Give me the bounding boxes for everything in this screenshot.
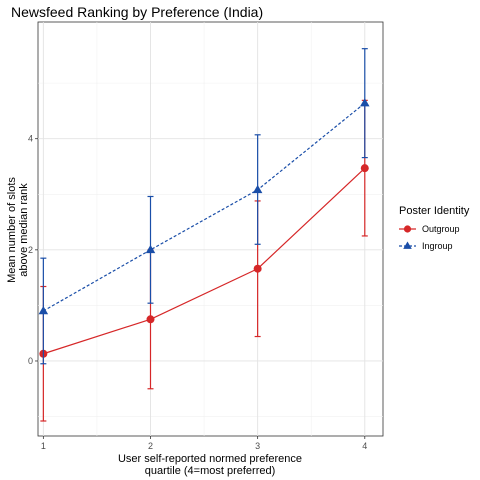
legend-item-outgroup: Outgroup	[399, 224, 460, 234]
legend-item-ingroup: Ingroup	[399, 241, 453, 251]
ingroup-point	[360, 98, 370, 107]
minor-gridlines	[38, 22, 383, 436]
x-tick-label: 2	[148, 441, 153, 451]
outgroup-point	[253, 264, 262, 273]
y-tick-label: 2	[28, 245, 33, 255]
ingroup-line	[43, 102, 366, 312]
x-axis-label-line-2: quartile (4=most preferred)	[145, 465, 276, 477]
legend-label: Outgroup	[422, 224, 460, 234]
outgroup-point	[146, 315, 155, 324]
axis-ticks: 1 2 3 4 0 2 4	[28, 134, 367, 451]
x-tick-label: 4	[362, 441, 367, 451]
legend: Poster Identity Outgroup Ingroup	[399, 205, 470, 251]
series-layer	[38, 48, 370, 422]
x-axis-label-line-1: User self-reported normed preference	[118, 453, 302, 465]
y-axis-label-line-1: Mean number of slots	[6, 177, 18, 283]
ingroup-point	[252, 184, 263, 194]
y-tick-label: 0	[28, 356, 33, 366]
chart-title: Newsfeed Ranking by Preference (India)	[11, 4, 263, 20]
outgroup-line	[43, 167, 366, 355]
x-tick-label: 1	[41, 441, 46, 451]
ingroup-point	[145, 244, 156, 254]
legend-key-marker	[403, 241, 412, 249]
legend-label: Ingroup	[422, 241, 453, 251]
legend-key-marker	[403, 225, 412, 233]
plot-panel	[37, 21, 384, 437]
y-tick-label: 4	[28, 134, 33, 144]
y-axis-label-line-2: above median rank	[18, 183, 30, 277]
series-ingroup	[38, 48, 370, 365]
ingroup-point	[38, 305, 49, 315]
outgroup-point	[360, 164, 369, 173]
x-tick-label: 3	[255, 441, 260, 451]
legend-title: Poster Identity	[399, 205, 470, 217]
